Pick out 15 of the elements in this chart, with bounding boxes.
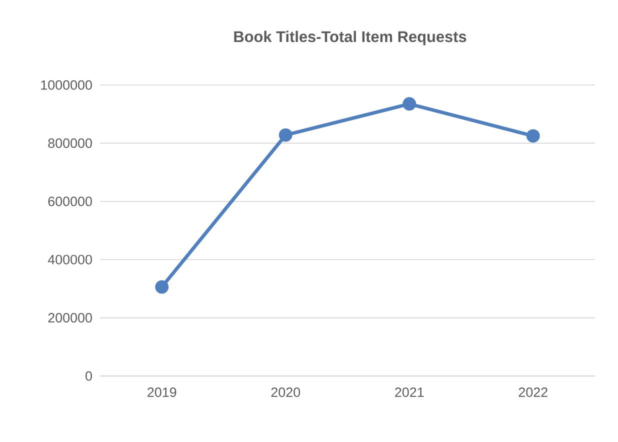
x-tick-label: 2020 <box>271 387 300 398</box>
y-tick-label: 600000 <box>48 196 92 206</box>
point <box>402 97 416 111</box>
y-tick-label: 400000 <box>48 254 92 264</box>
point <box>526 129 540 143</box>
x-tick-label: 2019 <box>148 387 176 398</box>
y-tick-label: 200000 <box>48 313 92 323</box>
y-tick-label: 0 <box>86 371 92 381</box>
x-tick-label: 2022 <box>518 387 548 398</box>
x-tick-label: 2021 <box>395 387 424 398</box>
y-tick-label: 1000000 <box>41 80 92 90</box>
y-tick-label: 800000 <box>48 138 92 148</box>
point <box>155 280 169 294</box>
point <box>278 128 292 142</box>
chart-title: Book Titles-Total Item Requests <box>234 30 466 46</box>
